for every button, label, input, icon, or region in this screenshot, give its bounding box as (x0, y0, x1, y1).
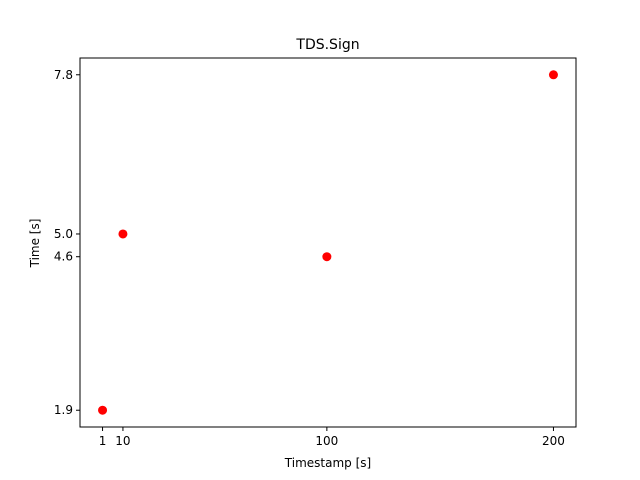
y-tick-label: 5.0 (54, 227, 73, 241)
y-axis-label: Time [s] (28, 219, 42, 269)
data-point (98, 405, 108, 415)
x-tick-label: 100 (315, 434, 338, 448)
y-tick-label: 4.6 (54, 250, 73, 264)
plot-area (98, 70, 558, 415)
y-tick-label: 1.9 (54, 403, 73, 417)
chart-title: TDS.Sign (295, 37, 359, 53)
data-point (118, 229, 128, 239)
x-tick-label: 200 (542, 434, 565, 448)
plot-frame (79, 57, 577, 428)
y-tick-label: 7.8 (54, 68, 73, 82)
data-point (322, 252, 332, 262)
x-tick-label: 10 (115, 434, 130, 448)
data-point (548, 70, 558, 80)
x-tick-label: 1 (99, 434, 107, 448)
x-axis-label: Timestamp [s] (284, 456, 371, 470)
